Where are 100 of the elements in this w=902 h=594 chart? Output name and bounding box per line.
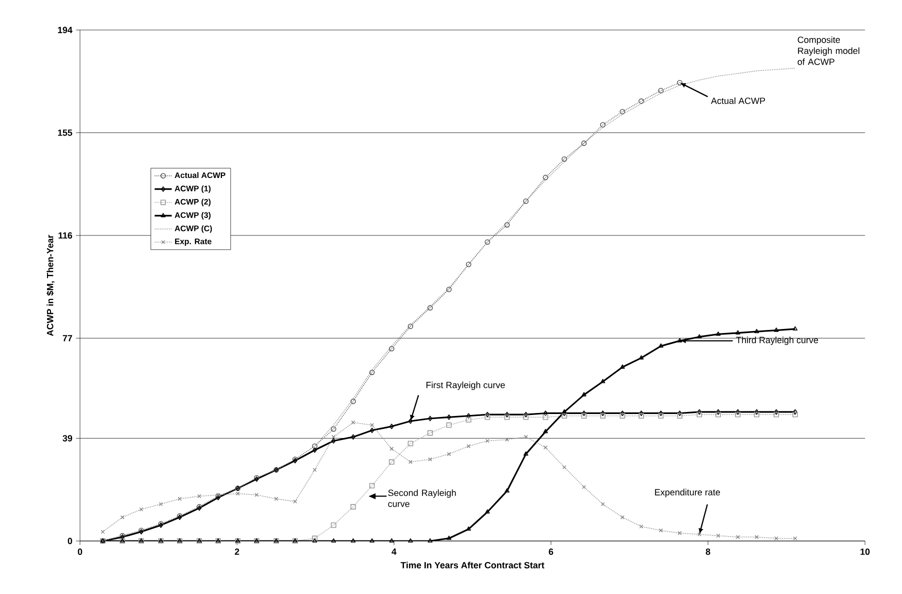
- point: [350, 538, 356, 543]
- x-axis-title: Time In Years After Contract Start: [400, 562, 544, 568]
- point: [581, 140, 587, 146]
- point: [350, 398, 356, 404]
- point: [754, 412, 760, 418]
- point: [427, 305, 433, 311]
- point: [678, 531, 682, 536]
- point: [524, 412, 528, 418]
- point: [446, 422, 452, 428]
- point: [350, 504, 356, 510]
- legend-label: ACWP (2): [174, 198, 211, 206]
- point: [351, 420, 356, 424]
- point: [446, 536, 452, 540]
- point: [582, 392, 586, 396]
- point: [466, 444, 471, 448]
- point: [428, 457, 432, 462]
- point: [523, 198, 529, 204]
- point: [330, 522, 336, 528]
- point: [639, 524, 644, 529]
- annotation: Third Rayleigh curve: [736, 336, 818, 345]
- point: [369, 482, 375, 488]
- y-tick-label: 77: [62, 335, 72, 342]
- point: [408, 440, 414, 446]
- point: [408, 538, 413, 543]
- point: [658, 343, 664, 348]
- y-axis-title: ACWP in $M, Then-Year: [46, 234, 55, 336]
- point: [658, 413, 664, 419]
- point: [716, 332, 721, 336]
- point: [388, 346, 394, 352]
- point: [620, 108, 626, 114]
- point: [600, 378, 606, 384]
- x-tick-label: 8: [706, 548, 710, 555]
- point: [696, 334, 702, 338]
- point: [158, 502, 163, 506]
- point: [620, 515, 624, 520]
- point: [754, 535, 759, 540]
- point: [523, 414, 529, 420]
- x-tick-label: 4: [392, 548, 396, 555]
- point: [485, 412, 490, 418]
- point: [620, 364, 625, 369]
- point: [446, 286, 452, 292]
- point: [274, 496, 278, 501]
- point: [312, 536, 318, 542]
- point: [236, 492, 240, 496]
- point: [427, 430, 433, 436]
- line-series: [102, 68, 796, 541]
- point: [312, 447, 317, 453]
- point: [696, 412, 702, 418]
- point: [504, 222, 510, 228]
- y-tick-label: 116: [58, 232, 72, 239]
- point: [677, 413, 682, 419]
- point: [677, 338, 682, 342]
- point: [388, 459, 394, 465]
- point: [312, 538, 318, 543]
- point: [408, 460, 413, 464]
- point: [408, 418, 413, 424]
- point: [562, 465, 566, 470]
- point: [678, 410, 682, 416]
- point: [312, 443, 318, 449]
- point: [638, 98, 644, 104]
- point: [408, 324, 414, 330]
- annotation: First Rayleigh curve: [426, 382, 505, 390]
- point: [716, 409, 720, 415]
- point: [754, 328, 760, 334]
- point: [390, 446, 394, 451]
- legend-label: ACWP (1): [174, 185, 211, 193]
- point: [600, 122, 606, 128]
- point: [466, 262, 472, 268]
- point: [485, 509, 490, 514]
- legend-label: ACWP (C): [174, 225, 212, 233]
- point: [600, 413, 606, 419]
- x-tick-label: 10: [860, 548, 870, 555]
- point: [543, 445, 548, 450]
- point: [735, 330, 740, 334]
- legend-label: Actual ACWP: [174, 172, 226, 178]
- point: [697, 532, 702, 536]
- point: [484, 239, 490, 245]
- point: [677, 80, 682, 86]
- point: [582, 410, 586, 416]
- point: [428, 416, 432, 422]
- point: [620, 413, 626, 419]
- point: [312, 468, 317, 472]
- point: [562, 409, 567, 414]
- legend-label: ACWP (3): [174, 212, 211, 220]
- point: [369, 370, 375, 376]
- point: [774, 536, 778, 540]
- y-tick-label: 194: [58, 26, 72, 34]
- point: [582, 484, 586, 490]
- point: [716, 534, 720, 538]
- y-tick-label: 155: [58, 130, 72, 136]
- point: [485, 438, 490, 443]
- point: [658, 88, 664, 94]
- point: [736, 409, 740, 415]
- point: [792, 412, 798, 418]
- x-tick-label: 6: [548, 548, 554, 555]
- point: [446, 414, 452, 420]
- point: [484, 414, 490, 420]
- point: [639, 410, 644, 416]
- point: [638, 355, 644, 360]
- point: [504, 412, 510, 418]
